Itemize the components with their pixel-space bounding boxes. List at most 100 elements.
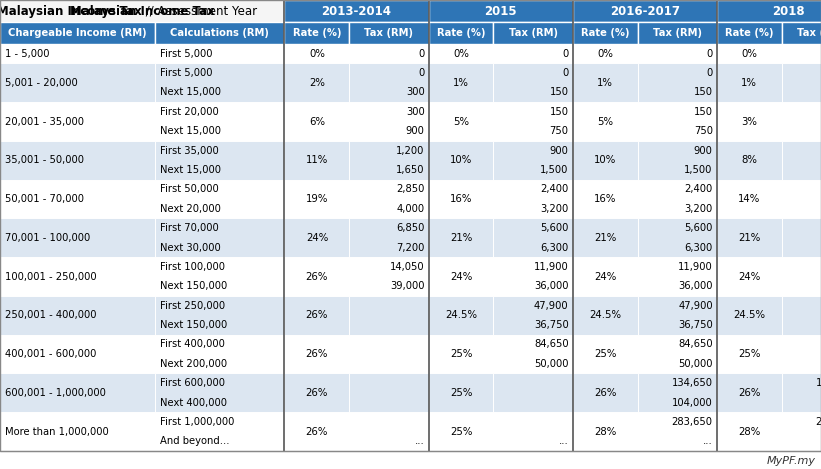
Text: 5,600: 5,600	[685, 223, 713, 233]
Bar	[0, 296, 154, 335]
Bar	[284, 335, 349, 373]
Bar	[717, 257, 782, 296]
Text: Next 15,000: Next 15,000	[160, 165, 221, 175]
Bar	[284, 219, 349, 257]
Bar	[154, 44, 284, 63]
Text: 25%: 25%	[450, 427, 472, 437]
Text: 26%: 26%	[305, 310, 328, 320]
Bar	[637, 335, 717, 373]
Bar	[637, 412, 717, 451]
Bar	[0, 412, 154, 451]
Bar	[493, 296, 572, 335]
Text: 0: 0	[562, 68, 569, 78]
Bar	[349, 44, 429, 63]
Bar	[637, 22, 717, 44]
Text: Malaysian Income Tax: Malaysian Income Tax	[70, 5, 214, 17]
Text: 16%: 16%	[594, 194, 617, 204]
Text: 36,000: 36,000	[534, 281, 569, 291]
Text: 16%: 16%	[450, 194, 472, 204]
Text: Next 15,000: Next 15,000	[160, 126, 221, 136]
Text: Rate (%): Rate (%)	[437, 28, 485, 38]
Bar	[0, 0, 284, 22]
Text: Next 200,000: Next 200,000	[160, 359, 227, 369]
Text: 84,650: 84,650	[534, 340, 569, 349]
Bar	[284, 63, 349, 102]
Bar	[717, 102, 782, 141]
Text: 24%: 24%	[594, 272, 617, 281]
Bar	[572, 412, 637, 451]
Text: 0: 0	[419, 49, 424, 59]
Bar	[429, 102, 493, 141]
Text: 2,400: 2,400	[540, 184, 569, 194]
Bar	[572, 22, 637, 44]
Bar	[572, 335, 637, 373]
Text: 104,000: 104,000	[672, 398, 713, 408]
Bar	[429, 44, 493, 63]
Text: 14,050: 14,050	[390, 262, 424, 272]
Text: More than 1,000,000: More than 1,000,000	[5, 427, 108, 437]
Bar	[493, 22, 572, 44]
Bar	[637, 219, 717, 257]
Text: 5,001 - 20,000: 5,001 - 20,000	[5, 78, 78, 88]
Text: 47,900: 47,900	[534, 301, 569, 310]
Text: 26%: 26%	[738, 388, 760, 398]
Text: 2,850: 2,850	[397, 184, 424, 194]
Bar	[349, 296, 429, 335]
Text: 2013-2014: 2013-2014	[322, 5, 392, 17]
Text: 4,000: 4,000	[397, 204, 424, 214]
Text: MyPF.my: MyPF.my	[767, 456, 816, 466]
Bar	[572, 180, 637, 219]
Bar	[782, 44, 821, 63]
Bar	[429, 373, 493, 412]
Text: ...: ...	[559, 436, 569, 446]
Text: 5%: 5%	[597, 116, 613, 127]
Bar	[782, 22, 821, 44]
Bar	[493, 373, 572, 412]
Text: 150: 150	[549, 87, 569, 98]
Text: Rate (%): Rate (%)	[725, 28, 773, 38]
Text: 25%: 25%	[450, 388, 472, 398]
Text: Next 400,000: Next 400,000	[160, 398, 227, 408]
Bar	[782, 257, 821, 296]
Bar	[493, 63, 572, 102]
Bar	[429, 219, 493, 257]
Bar	[154, 257, 284, 296]
Text: First 50,000: First 50,000	[160, 184, 218, 194]
Text: 6,300: 6,300	[685, 242, 713, 252]
Bar	[717, 141, 782, 180]
Bar	[493, 219, 572, 257]
Text: // Assessment Year: // Assessment Year	[142, 5, 257, 17]
Text: 24%: 24%	[305, 233, 328, 243]
Text: 50,000: 50,000	[534, 359, 569, 369]
Text: And beyond...: And beyond...	[160, 436, 229, 446]
Text: Chargeable Income (RM): Chargeable Income (RM)	[8, 28, 147, 38]
Text: ...: ...	[703, 436, 713, 446]
Text: Tax (RM): Tax (RM)	[365, 28, 414, 38]
Bar	[572, 141, 637, 180]
Bar	[349, 141, 429, 180]
Text: 6%: 6%	[309, 116, 325, 127]
Text: 19%: 19%	[305, 194, 328, 204]
Text: 26%: 26%	[305, 427, 328, 437]
Text: 50,001 - 70,000: 50,001 - 70,000	[5, 194, 84, 204]
Text: 35,001 - 50,000: 35,001 - 50,000	[5, 155, 84, 165]
Bar	[717, 412, 782, 451]
Text: 134,650: 134,650	[672, 378, 713, 388]
Text: 21%: 21%	[738, 233, 760, 243]
Bar	[572, 63, 637, 102]
Bar	[717, 296, 782, 335]
Text: 900: 900	[550, 145, 569, 156]
Text: 24.5%: 24.5%	[445, 310, 477, 320]
Text: Next 15,000: Next 15,000	[160, 87, 221, 98]
Bar	[493, 335, 572, 373]
Bar	[284, 373, 349, 412]
Bar	[572, 257, 637, 296]
Text: First 600,000: First 600,000	[160, 378, 225, 388]
Text: First 5,000: First 5,000	[160, 49, 213, 59]
Text: 1,500: 1,500	[685, 165, 713, 175]
Bar	[349, 412, 429, 451]
Bar	[717, 63, 782, 102]
Text: Malaysian Income Tax: Malaysian Income Tax	[0, 5, 142, 17]
Bar	[0, 141, 154, 180]
Bar	[0, 257, 154, 296]
